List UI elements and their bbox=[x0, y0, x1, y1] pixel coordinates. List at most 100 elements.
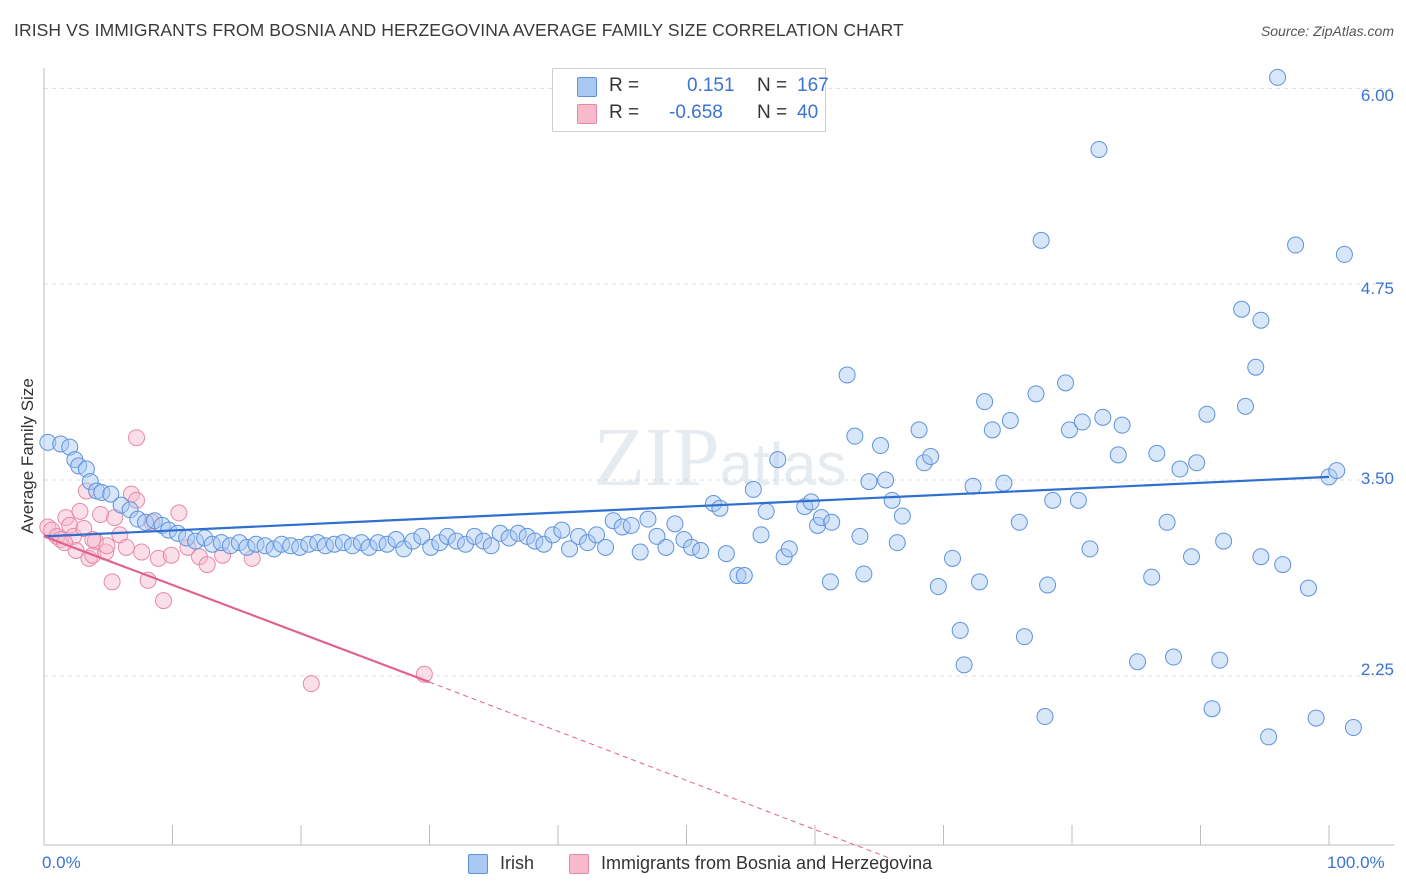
irish-point-139 bbox=[1171, 460, 1189, 478]
axis-layer bbox=[43, 68, 1394, 846]
bosnia-point-23 bbox=[133, 543, 151, 561]
y-tick-label-3.50: 3.50 bbox=[1360, 469, 1394, 488]
irish-point-151 bbox=[1260, 728, 1278, 746]
irish-point-92 bbox=[812, 509, 830, 527]
irish-point-109 bbox=[943, 549, 961, 567]
irish-point-25 bbox=[238, 538, 256, 556]
irish-point-115 bbox=[983, 421, 1001, 439]
irish-point-96 bbox=[846, 427, 864, 445]
irish-point-113 bbox=[970, 573, 988, 591]
irish-point-122 bbox=[1036, 708, 1054, 726]
bosnia-point-34 bbox=[128, 429, 146, 447]
irish-point-84 bbox=[752, 526, 770, 544]
irish-point-91 bbox=[809, 516, 827, 534]
irish-point-35 bbox=[325, 535, 343, 553]
irish-point-138 bbox=[1165, 648, 1183, 666]
irish-point-159 bbox=[1335, 245, 1353, 263]
irish-point-101 bbox=[877, 471, 895, 489]
irish-point-68 bbox=[613, 518, 631, 536]
irish-point-9 bbox=[102, 485, 120, 503]
bosnia-point-20 bbox=[117, 538, 135, 556]
bosnia-point-32 bbox=[198, 556, 216, 574]
irish-point-134 bbox=[1129, 653, 1147, 671]
irish-point-65 bbox=[588, 526, 606, 544]
irish-point-110 bbox=[951, 621, 969, 639]
irish-point-56 bbox=[509, 524, 527, 542]
irish-point-48 bbox=[438, 527, 456, 545]
bosnia-legend-swatch bbox=[569, 854, 589, 874]
bosnia-point-8 bbox=[71, 502, 89, 520]
irish-point-140 bbox=[1183, 548, 1201, 566]
irish-point-88 bbox=[780, 540, 798, 558]
irish-point-81 bbox=[729, 567, 747, 585]
irish-swatch bbox=[577, 77, 597, 97]
bosnia-trend-extension bbox=[429, 681, 893, 860]
irish-point-118 bbox=[1010, 513, 1028, 531]
irish-point-39 bbox=[360, 538, 378, 556]
irish-point-153 bbox=[1274, 556, 1292, 574]
irish-point-117 bbox=[1001, 411, 1019, 429]
irish-point-112 bbox=[964, 477, 982, 495]
irish-legend-label: Irish bbox=[500, 853, 535, 873]
irish-point-128 bbox=[1073, 413, 1091, 431]
irish-point-41 bbox=[378, 535, 396, 553]
irish-n-label: N = bbox=[757, 75, 788, 96]
irish-point-148 bbox=[1247, 358, 1265, 376]
irish-point-111 bbox=[955, 656, 973, 674]
irish-point-103 bbox=[888, 534, 906, 552]
irish-point-119 bbox=[1015, 628, 1033, 646]
irish-point-0 bbox=[39, 433, 57, 451]
irish-point-135 bbox=[1143, 568, 1161, 586]
irish-point-127 bbox=[1069, 491, 1087, 509]
irish-point-133 bbox=[1113, 416, 1131, 434]
irish-point-98 bbox=[855, 565, 873, 583]
irish-point-125 bbox=[1057, 374, 1075, 392]
grid-layer bbox=[44, 87, 1394, 677]
irish-point-144 bbox=[1211, 651, 1229, 669]
irish-point-19 bbox=[187, 532, 205, 550]
irish-point-1 bbox=[52, 435, 70, 453]
irish-point-143 bbox=[1203, 700, 1221, 718]
irish-point-105 bbox=[910, 421, 928, 439]
irish-point-80 bbox=[717, 545, 735, 563]
irish-point-150 bbox=[1252, 548, 1270, 566]
irish-point-106 bbox=[915, 454, 933, 472]
bosnia-point-27 bbox=[155, 592, 173, 610]
irish-r-label: R = bbox=[609, 75, 640, 96]
irish-point-152 bbox=[1269, 68, 1287, 86]
bosnia-r-value: -0.658 bbox=[669, 102, 723, 123]
irish-point-124 bbox=[1044, 491, 1062, 509]
irish-point-34 bbox=[316, 537, 334, 555]
irish-point-5 bbox=[77, 460, 95, 478]
irish-point-126 bbox=[1060, 421, 1078, 439]
irish-point-22 bbox=[212, 534, 230, 552]
irish-point-86 bbox=[769, 451, 787, 469]
irish-point-123 bbox=[1039, 576, 1057, 594]
irish-point-93 bbox=[823, 513, 841, 531]
irish-point-44 bbox=[404, 532, 422, 550]
bosnia-point-16 bbox=[98, 537, 116, 555]
bosnia-point-14 bbox=[92, 505, 110, 523]
bosnia-points bbox=[39, 429, 433, 693]
irish-point-107 bbox=[922, 448, 940, 465]
irish-point-71 bbox=[639, 510, 657, 528]
irish-point-154 bbox=[1287, 236, 1305, 254]
irish-point-23 bbox=[221, 537, 239, 555]
irish-point-59 bbox=[535, 535, 553, 553]
bosnia-point-28 bbox=[162, 546, 180, 564]
irish-point-76 bbox=[683, 538, 701, 556]
irish-point-137 bbox=[1158, 513, 1176, 531]
irish-point-66 bbox=[597, 538, 615, 556]
irish-point-53 bbox=[482, 537, 500, 555]
irish-point-30 bbox=[282, 537, 300, 555]
irish-point-116 bbox=[995, 474, 1013, 492]
x-tick-label-min: 0.0% bbox=[42, 853, 81, 872]
irish-point-85 bbox=[757, 502, 775, 520]
irish-point-45 bbox=[413, 527, 431, 545]
irish-point-132 bbox=[1109, 446, 1127, 464]
irish-point-73 bbox=[657, 538, 675, 556]
y-axis-label: Average Family Size bbox=[18, 378, 37, 534]
irish-points bbox=[39, 68, 1362, 746]
irish-r-value: 0.151 bbox=[687, 75, 735, 96]
bosnia-point-17 bbox=[103, 573, 121, 591]
